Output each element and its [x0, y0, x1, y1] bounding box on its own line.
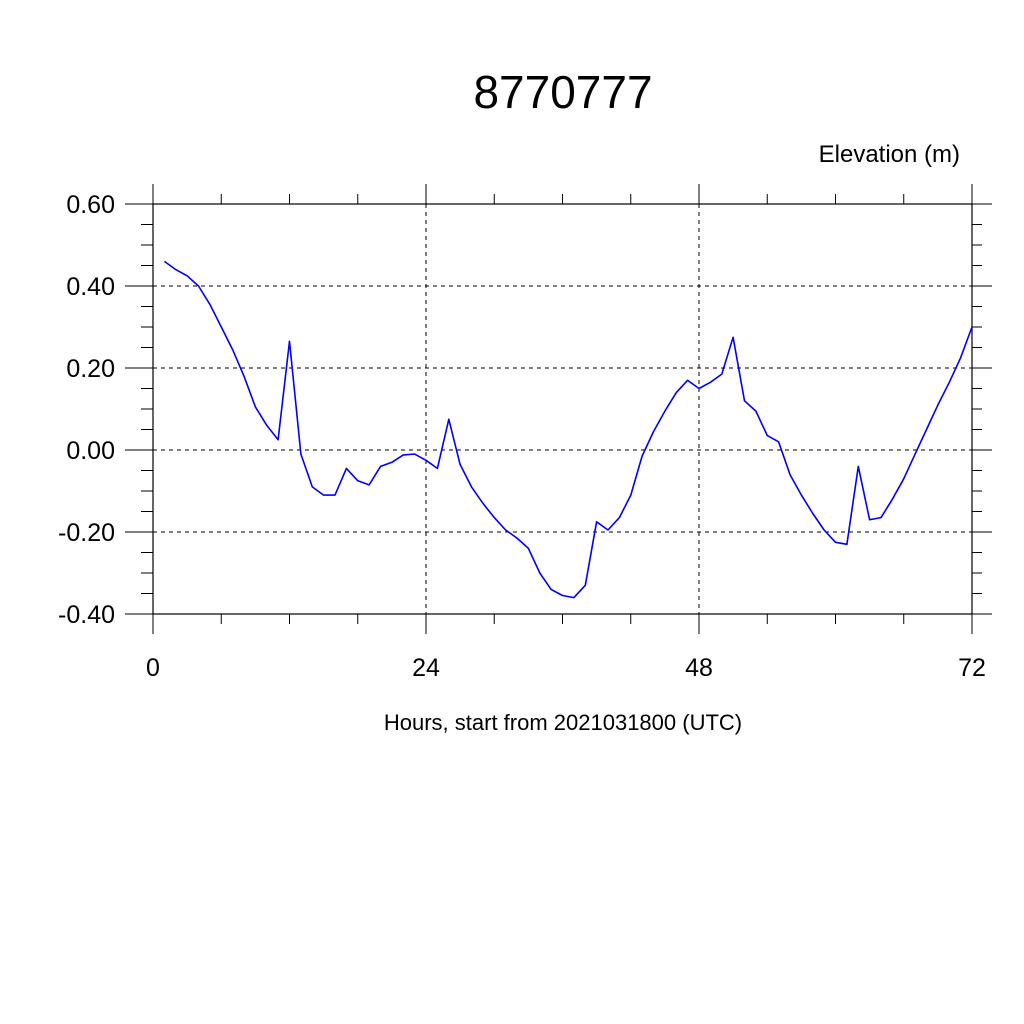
y-tick-label: 0.20: [66, 355, 115, 383]
y-axis-label: Elevation (m): [819, 141, 960, 168]
y-tick-label: 0.60: [66, 191, 115, 219]
y-tick-label: -0.40: [58, 601, 115, 629]
y-tick-label: -0.20: [58, 519, 115, 547]
grid-lines: [152, 203, 973, 615]
y-tick-label: 0.00: [66, 437, 115, 465]
tick-labels: 0.60 0.40 0.20 0.00 -0.20 -0.40 0 24 48 72: [58, 191, 986, 682]
chart-title: 8770777: [473, 66, 652, 118]
series-layer: [163, 260, 973, 599]
series-line: [163, 260, 973, 599]
x-axis-label: Hours, start from 2021031800 (UTC): [384, 710, 742, 735]
axis-ticks: [125, 184, 992, 634]
x-tick-label: 48: [685, 654, 713, 682]
plot-frame: [152, 203, 973, 615]
x-tick-label: 0: [146, 654, 160, 682]
y-tick-label: 0.40: [66, 273, 115, 301]
x-tick-label: 24: [412, 654, 440, 682]
x-tick-label: 72: [958, 654, 986, 682]
